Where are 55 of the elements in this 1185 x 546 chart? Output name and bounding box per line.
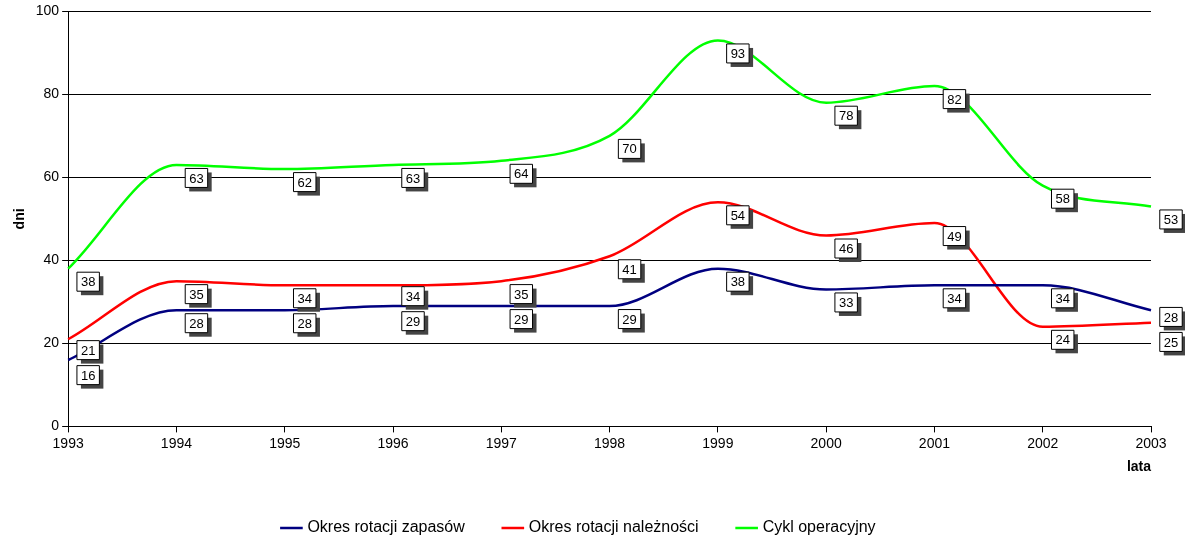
y-axis-title: dni xyxy=(11,208,28,230)
data-label: 33 xyxy=(838,295,854,311)
x-tick-label: 2001 xyxy=(918,434,951,451)
x-tick-label: 1997 xyxy=(485,434,518,451)
legend-label: Okres rotacji należności xyxy=(528,518,699,536)
x-tick-label: 1998 xyxy=(594,434,626,451)
data-label: 35 xyxy=(189,286,204,302)
data-label: 34 xyxy=(405,288,421,304)
data-label: 16 xyxy=(80,367,96,383)
data-label: 34 xyxy=(1055,290,1070,306)
data-label: 58 xyxy=(1055,191,1070,207)
data-label: 34 xyxy=(947,290,962,306)
y-tick-label: 100 xyxy=(35,2,60,19)
data-label: 53 xyxy=(1163,212,1179,228)
data-label: 29 xyxy=(622,311,637,327)
data-label: 25 xyxy=(1163,334,1179,350)
legend-label: Cykl operacyjny xyxy=(762,518,876,536)
y-tick-label: 40 xyxy=(43,251,60,268)
x-tick-label: 1995 xyxy=(269,434,301,451)
y-tick-label: 20 xyxy=(43,334,60,351)
y-tick-label: 80 xyxy=(43,85,60,102)
data-label: 28 xyxy=(297,315,312,331)
data-label: 64 xyxy=(514,166,529,182)
x-tick-label: 2003 xyxy=(1135,434,1167,451)
data-label: 49 xyxy=(947,228,962,244)
x-tick-label: 2000 xyxy=(810,434,842,451)
data-label: 62 xyxy=(297,174,312,190)
x-tick-label: 1999 xyxy=(702,434,734,451)
data-label: 34 xyxy=(297,290,312,306)
data-label: 70 xyxy=(622,141,637,157)
data-label: 28 xyxy=(1163,309,1179,325)
legend-label: Okres rotacji zapasów xyxy=(307,518,466,536)
x-tick-label: 1996 xyxy=(377,434,409,451)
data-label: 24 xyxy=(1055,332,1070,348)
x-tick-label: 1994 xyxy=(160,434,193,451)
data-label: 28 xyxy=(189,315,204,331)
data-label: 29 xyxy=(405,313,421,329)
data-label: 78 xyxy=(838,108,854,124)
data-label: 41 xyxy=(622,261,637,277)
data-label: 29 xyxy=(514,311,529,327)
data-label: 38 xyxy=(730,274,746,290)
x-axis-title: lata xyxy=(1126,458,1152,475)
x-tick-label: 2002 xyxy=(1027,434,1059,451)
data-label: 35 xyxy=(514,286,529,302)
data-label: 54 xyxy=(730,207,746,223)
y-tick-label: 60 xyxy=(43,168,60,185)
data-label: 93 xyxy=(730,46,746,62)
data-label: 63 xyxy=(405,170,421,186)
data-label: 46 xyxy=(838,241,854,257)
data-label: 63 xyxy=(189,170,204,186)
data-label: 82 xyxy=(947,91,962,107)
data-label: 38 xyxy=(80,274,96,290)
data-label: 21 xyxy=(80,342,96,358)
y-tick-label: 0 xyxy=(51,417,60,434)
x-tick-label: 1993 xyxy=(52,434,84,451)
